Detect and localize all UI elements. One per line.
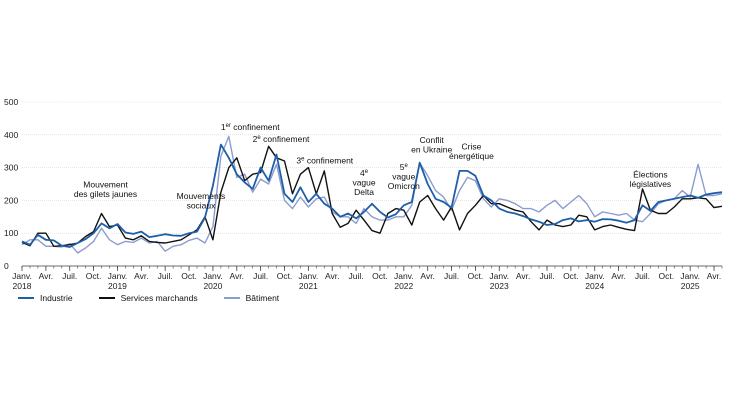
x-tick-label: Janv. (585, 271, 605, 281)
legend-label: Industrie (40, 293, 73, 303)
x-tick-label: Juil. (349, 271, 364, 281)
series-line-batiment (21, 135, 723, 254)
annotation-label: vague (392, 171, 415, 181)
annotation-label: 3e confinement (296, 156, 353, 166)
x-tick-label: Oct. (563, 271, 579, 281)
annotation-label: Omicron (388, 181, 420, 191)
annotation-label: en Ukraine (411, 145, 452, 155)
annotation-label: Conflit (420, 135, 445, 145)
x-tick-label: Avr. (230, 271, 245, 281)
x-tick-label: Janv. (680, 271, 700, 281)
x-year-label: 2020 (203, 281, 222, 291)
x-tick-label: Juil. (539, 271, 554, 281)
annotation-label: Mouvement (83, 179, 128, 189)
legend-swatch (18, 297, 34, 299)
y-tick-label: 300 (4, 163, 18, 173)
x-tick-label: Janv. (299, 271, 319, 281)
legend-item: Bâtiment (223, 293, 280, 303)
x-tick-label: Janv. (394, 271, 414, 281)
annotation-label: législatives (630, 179, 672, 189)
x-year-label: 2022 (394, 281, 413, 291)
annotation-label: Mouvements (177, 191, 226, 201)
legend-swatch (223, 297, 240, 299)
annotation-label: Delta (354, 187, 374, 197)
y-tick-label: 400 (4, 130, 18, 140)
annotation-label: 5e (400, 162, 409, 172)
x-tick-label: Oct. (277, 271, 293, 281)
y-axis: 0 100 200 300 400 500 (4, 97, 18, 271)
x-year-label: 2018 (13, 281, 32, 291)
x-year-label: 2019 (108, 281, 127, 291)
x-tick-label: Juil. (158, 271, 173, 281)
annotation-label: sociaux (187, 200, 217, 210)
legend-label: Bâtiment (245, 293, 280, 303)
x-tick-label: Oct. (372, 271, 388, 281)
legend: Industrie Services marchands Bâtiment (18, 293, 279, 303)
x-tick-label: Janv. (108, 271, 128, 281)
y-tick-label: 500 (4, 97, 18, 107)
x-tick-label: Juil. (62, 271, 77, 281)
annotation-label: vague (352, 177, 375, 187)
legend-label: Services marchands (120, 293, 198, 303)
y-tick-label: 200 (4, 195, 18, 205)
series-line-industrie (21, 143, 723, 248)
x-tick-label: Avr. (707, 271, 722, 281)
annotation-label: Crise (462, 142, 482, 152)
y-tick-label: 0 (4, 261, 9, 271)
series-lines (21, 135, 723, 254)
x-tick-label: Avr. (420, 271, 435, 281)
legend-item: Industrie (18, 293, 73, 303)
legend-swatch (98, 297, 115, 299)
x-tick-label: Janv. (489, 271, 509, 281)
x-year-label: 2023 (490, 281, 509, 291)
x-tick-label: Avr. (134, 271, 149, 281)
x-tick-label: Juil. (444, 271, 459, 281)
y-tick-label: 100 (4, 228, 18, 238)
x-tick-label: Janv. (12, 271, 32, 281)
x-tick-label: Avr. (611, 271, 626, 281)
annotation-label: énergétique (449, 151, 494, 161)
x-year-label: 2024 (585, 281, 604, 291)
x-tick-label: Juil. (635, 271, 650, 281)
x-tick-label: Avr. (516, 271, 531, 281)
annotation-label: des gilets jaunes (74, 189, 137, 199)
x-tick-label: Juil. (253, 271, 268, 281)
x-tick-label: Oct. (181, 271, 197, 281)
x-year-label: 2025 (681, 281, 700, 291)
x-tick-label: Oct. (468, 271, 484, 281)
x-tick-label: Avr. (325, 271, 340, 281)
annotation-label: 2e confinement (253, 134, 310, 144)
x-year-label: 2021 (299, 281, 318, 291)
x-tick-label: Avr. (39, 271, 54, 281)
annotation-label: Élections (633, 169, 668, 179)
annotation-label: 1er confinement (221, 122, 280, 132)
series-line-services-marchands (21, 145, 723, 248)
annotation-label: 4e (360, 168, 369, 178)
x-tick-label: Oct. (659, 271, 675, 281)
x-tick-label: Janv. (203, 271, 223, 281)
x-tick-label: Oct. (86, 271, 102, 281)
legend-item: Services marchands (98, 293, 198, 303)
